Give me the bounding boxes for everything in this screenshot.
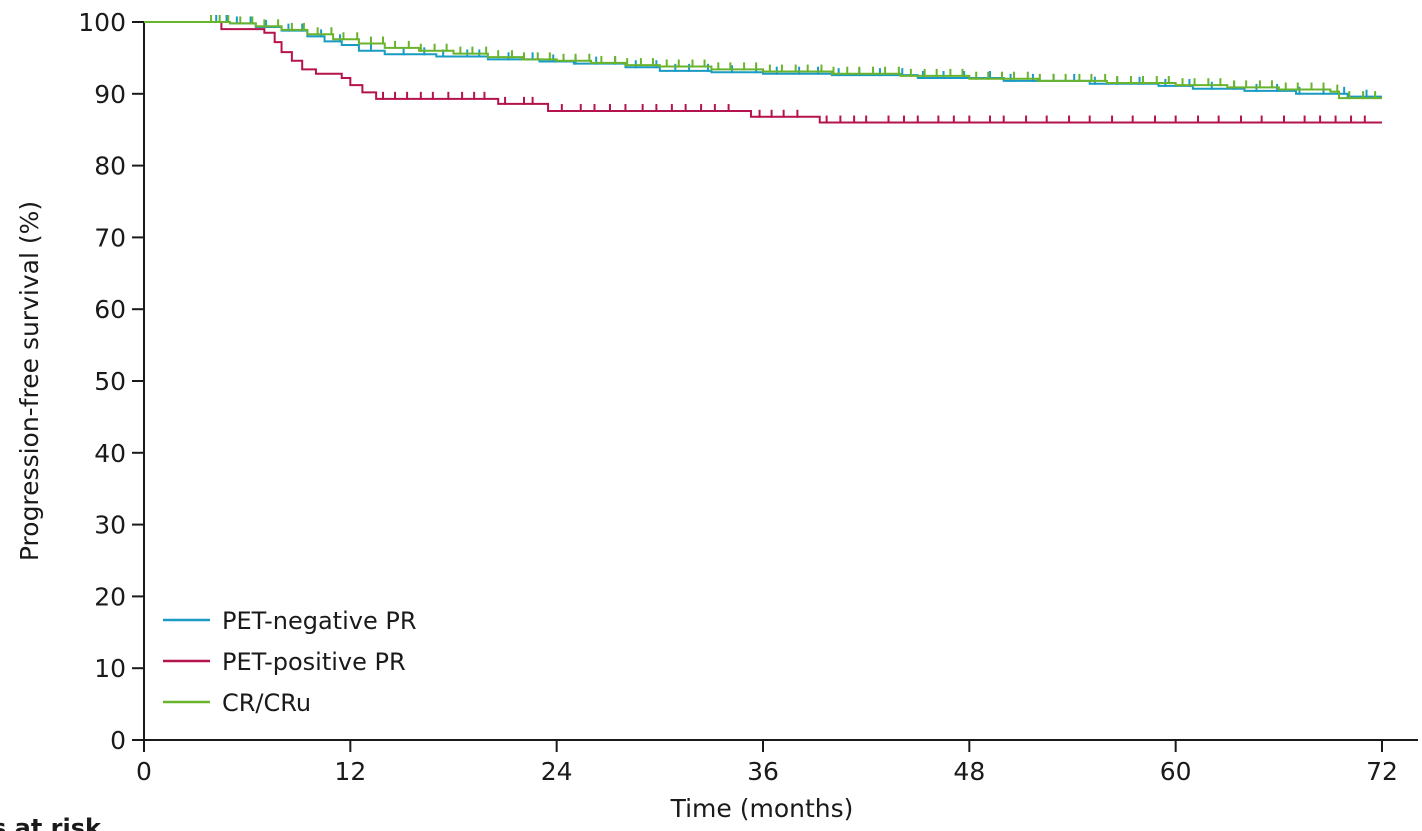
x-tick-label: 24: [541, 757, 573, 786]
x-axis-title: Time (months): [670, 794, 854, 823]
y-axis-title: Progression-free survival (%): [15, 201, 44, 561]
series-layer: [144, 15, 1382, 124]
series-1: [144, 21, 1382, 124]
y-tick-label: 30: [94, 511, 126, 540]
y-tick-label: 0: [110, 726, 126, 755]
legend-label: CR/CRu: [222, 689, 311, 717]
series-2: [144, 15, 1382, 100]
legend: PET-negative PR PET-positive PR CR/CRu: [163, 607, 417, 717]
x-ticks: 0 12 24 36 48 60 72: [136, 740, 1398, 786]
y-tick-label: 60: [94, 295, 126, 324]
legend-label: PET-negative PR: [222, 607, 417, 635]
y-tick-label: 10: [94, 654, 126, 683]
x-tick-label: 36: [747, 757, 779, 786]
y-tick-label: 50: [94, 367, 126, 396]
legend-label: PET-positive PR: [222, 648, 406, 676]
series-line: [144, 21, 1382, 124]
x-tick-label: 72: [1366, 757, 1398, 786]
y-tick-label: 80: [94, 152, 126, 181]
y-tick-label: 90: [94, 80, 126, 109]
y-tick-label: 20: [94, 582, 126, 611]
y-tick-label: 40: [94, 439, 126, 468]
x-tick-label: 48: [953, 757, 985, 786]
y-ticks: 0 10 20 30 40 50 60 70 80 90 100: [78, 8, 144, 755]
x-tick-label: 60: [1160, 757, 1192, 786]
y-tick-label: 70: [94, 223, 126, 252]
series-line: [144, 21, 1382, 100]
x-tick-label: 0: [136, 757, 152, 786]
at-risk-label: s at risk: [0, 814, 102, 831]
x-tick-label: 12: [334, 757, 366, 786]
y-tick-label: 100: [78, 8, 126, 37]
